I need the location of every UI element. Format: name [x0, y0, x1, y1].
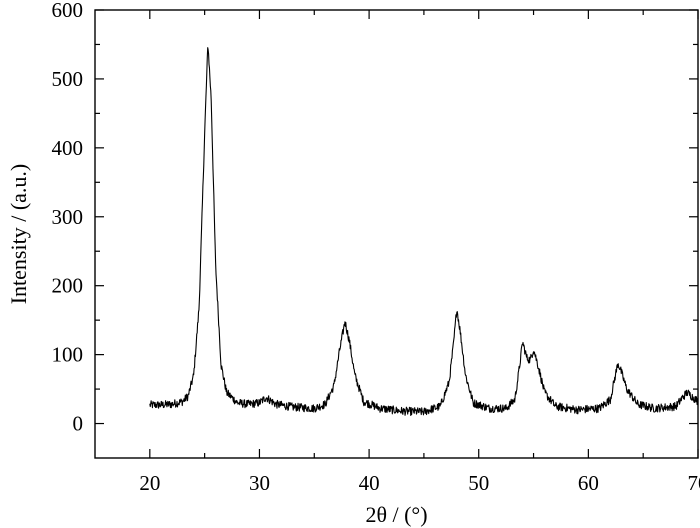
plot-frame [94, 9, 699, 459]
y-axis-label: Intensity / (a.u.) [6, 164, 31, 305]
y-tick-label-200: 200 [52, 274, 84, 298]
y-tick-label-600: 600 [52, 0, 84, 22]
xrd-series-line [149, 47, 699, 416]
x-tick-label-30: 30 [249, 471, 270, 495]
y-tick-label-100: 100 [52, 343, 84, 367]
x-tick-label-50: 50 [468, 471, 489, 495]
x-axis-label: 2θ / (°) [365, 502, 427, 527]
x-tick-label-60: 60 [578, 471, 599, 495]
plot-layer [94, 9, 699, 459]
ticks-layer [95, 9, 699, 458]
x-tick-label-40: 40 [359, 471, 380, 495]
y-tick-label-0: 0 [73, 412, 84, 436]
y-tick-label-400: 400 [52, 136, 84, 160]
y-tick-label-500: 500 [52, 67, 84, 91]
x-tick-label-20: 20 [139, 471, 160, 495]
y-tick-label-300: 300 [52, 205, 84, 229]
x-tick-label-70: 70 [688, 471, 700, 495]
labels-layer: 20 30 40 50 60 70 0 100 200 300 400 500 600 [52, 0, 700, 495]
